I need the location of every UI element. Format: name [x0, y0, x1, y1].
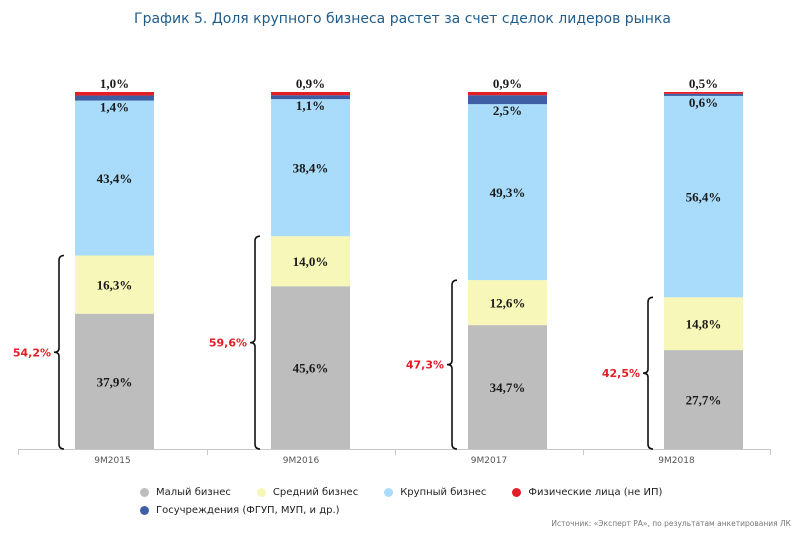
bar-segment [271, 236, 350, 287]
legend-label: Крупный бизнес [400, 486, 487, 498]
bracket-total-label: 54,2% [13, 346, 51, 359]
legend-row: Малый бизнес Средний бизнес Крупный бизнес… [140, 483, 740, 501]
legend-item: Госучреждения (ФГУП, МУП, и др.) [140, 505, 340, 516]
bar-segment [75, 313, 154, 449]
bar-segment [664, 95, 743, 298]
legend-item: Крупный бизнес [384, 487, 486, 498]
bar-segment [468, 92, 547, 96]
bracket [53, 254, 65, 450]
bar-segment [468, 325, 547, 449]
bar-segment [271, 92, 350, 96]
data-label: 0,5% [689, 76, 718, 91]
data-label: 16,3% [97, 278, 133, 293]
legend-label: Госучреждения (ФГУП, МУП, и др.) [156, 504, 340, 516]
data-label: 14,8% [686, 317, 722, 332]
bar-segment [468, 95, 547, 105]
data-label: 0,6% [689, 95, 718, 110]
data-label: 1,0% [100, 76, 129, 91]
data-label: 45,6% [293, 361, 329, 376]
legend: Малый бизнес Средний бизнес Крупный бизнес… [140, 483, 740, 519]
legend-marker [512, 487, 522, 497]
bar-segment [664, 350, 743, 449]
bracket-total-label: 42,5% [602, 367, 640, 380]
bracket [249, 235, 261, 450]
bar-segment [664, 92, 743, 94]
bar-segment [271, 286, 350, 449]
data-label: 14,0% [293, 254, 329, 269]
legend-item: Физические лица (не ИП) [512, 487, 662, 498]
bar-segment [664, 297, 743, 351]
bracket [642, 296, 654, 450]
x-tick-label: 9М2018 [658, 456, 695, 466]
legend-marker [256, 487, 266, 497]
bracket [446, 279, 458, 450]
legend-label: Средний бизнес [272, 486, 359, 498]
source-note: Источник: «Эксперт РА», по результатам а… [551, 519, 791, 528]
chart-title: График 5. Доля крупного бизнеса растет з… [134, 11, 671, 27]
data-label: 0,9% [493, 76, 522, 91]
legend-marker [384, 487, 394, 497]
data-label: 0,9% [296, 76, 325, 91]
data-label: 1,4% [100, 100, 129, 115]
legend-item: Малый бизнес [140, 487, 231, 498]
x-tick-label: 9М2015 [94, 456, 130, 466]
bar-segment [468, 280, 547, 326]
bracket-total-label: 59,6% [209, 337, 247, 350]
x-tick-label: 9М2016 [283, 456, 320, 466]
bar-segment [271, 99, 350, 237]
data-label: 27,7% [686, 393, 722, 408]
legend-item: Средний бизнес [256, 486, 359, 498]
legend-row: Госучреждения (ФГУП, МУП, и др.) [140, 501, 740, 519]
data-label: 43,4% [97, 171, 133, 186]
data-label: 37,9% [97, 374, 133, 389]
bar-segment [75, 255, 154, 314]
bar-segment [664, 93, 743, 96]
data-label: 12,6% [490, 296, 526, 311]
bar-segment [75, 92, 154, 96]
data-label: 49,3% [490, 185, 526, 200]
bar-segment [75, 100, 154, 256]
x-tick-label: 9М2017 [471, 456, 507, 466]
legend-marker [140, 505, 149, 515]
data-label: 56,4% [686, 190, 722, 205]
legend-marker [140, 487, 149, 497]
data-label: 34,7% [490, 380, 526, 395]
data-label: 38,4% [293, 161, 329, 176]
legend-label: Физические лица (не ИП) [528, 486, 663, 498]
bar-segment [271, 95, 350, 100]
bar-segment [75, 95, 154, 101]
bracket-total-label: 47,3% [406, 359, 444, 372]
data-label: 1,1% [296, 98, 325, 113]
bar-segment [468, 104, 547, 281]
legend-label: Малый бизнес [156, 486, 231, 498]
data-label: 2,5% [493, 103, 522, 118]
